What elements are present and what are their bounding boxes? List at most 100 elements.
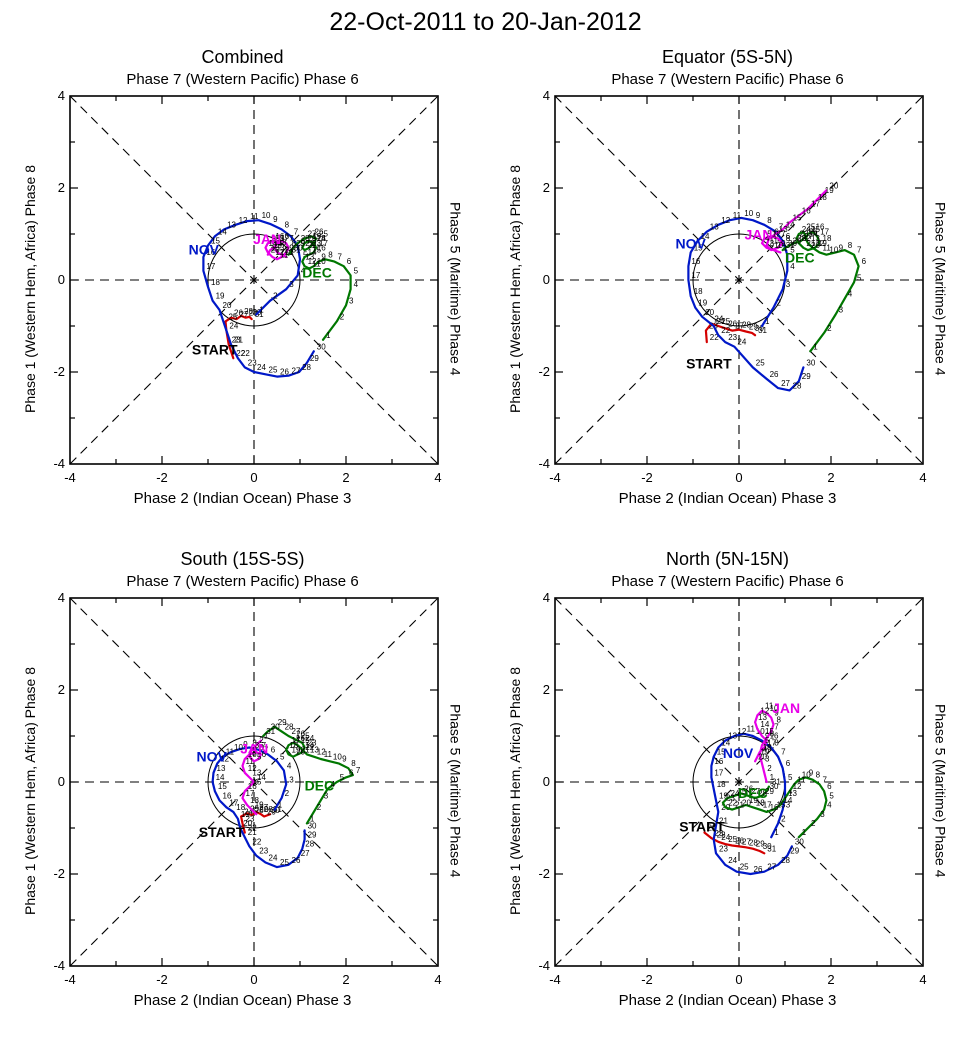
day-label: 3 xyxy=(349,296,354,305)
day-label: 8 xyxy=(328,250,333,259)
trajectory-dec xyxy=(286,235,352,341)
left-axis-label: Phase 1 (Western Hem, Africa) Phase 8 xyxy=(21,165,38,413)
day-label: 2 xyxy=(776,299,781,308)
day-label: 11 xyxy=(323,750,332,759)
day-label: 3 xyxy=(280,243,285,252)
day-label: 4 xyxy=(847,289,852,298)
day-label: 9 xyxy=(252,745,257,754)
day-label: 15 xyxy=(693,243,702,252)
day-label: 24 xyxy=(728,856,737,865)
top-axis-label: Phase 7 (Western Pacific) Phase 6 xyxy=(611,71,844,88)
day-label: 24 xyxy=(721,833,730,842)
day-label: 10 xyxy=(234,743,243,752)
day-label: 29 xyxy=(755,840,764,849)
day-label: 4 xyxy=(765,234,770,243)
day-label: 10 xyxy=(284,248,293,257)
day-label: 31 xyxy=(254,310,263,319)
day-label: 17 xyxy=(280,233,289,242)
day-label: 26 xyxy=(808,227,817,236)
day-label: 10 xyxy=(332,752,341,761)
day-label: 27 xyxy=(307,230,316,239)
day-label: 15 xyxy=(211,237,220,246)
day-label: 23 xyxy=(714,829,723,838)
unit-circle xyxy=(207,735,300,829)
label-dec: DEC xyxy=(304,777,334,793)
label-jan: JAN xyxy=(772,700,800,716)
day-label: 3 xyxy=(785,801,790,810)
day-label: 29 xyxy=(790,847,799,856)
day-label: 7 xyxy=(781,230,786,239)
y-tick-label: -4 xyxy=(538,958,550,973)
day-label: 27 xyxy=(291,727,300,736)
panel-south: South (15S-5S) Phase 7 (Western Pacific)… xyxy=(0,541,485,1009)
day-label: 9 xyxy=(342,755,347,764)
trajectory-nov xyxy=(709,732,793,876)
day-label: 3 xyxy=(765,755,770,764)
plot-row: Phase 1 (Western Hem, Africa) Phase 8 -4… xyxy=(20,590,466,992)
day-label: 4 xyxy=(286,762,291,771)
day-label: 11 xyxy=(822,243,831,252)
day-label: 5 xyxy=(765,736,770,745)
day-label: 27 xyxy=(751,787,760,796)
day-label: 9 xyxy=(781,239,786,248)
day-label: 16 xyxy=(714,757,723,766)
day-label: 22 xyxy=(716,831,725,840)
day-label: 10 xyxy=(774,241,783,250)
trajectory-dec xyxy=(781,230,860,353)
day-label: 4 xyxy=(790,262,795,271)
day-label: 8 xyxy=(291,239,296,248)
day-label: 6 xyxy=(774,227,779,236)
day-label: 15 xyxy=(217,782,226,791)
day-label: 18 xyxy=(693,287,702,296)
day-label: 11 xyxy=(225,748,234,757)
x-tick-label: 2 xyxy=(342,470,349,485)
day-label: 3 xyxy=(323,791,328,800)
day-label: 14 xyxy=(700,232,709,241)
day-label: 3 xyxy=(769,239,774,248)
day-label: 25 xyxy=(300,732,309,741)
day-label: 15 xyxy=(252,778,261,787)
day-label: 18 xyxy=(822,234,831,243)
day-label: 13 xyxy=(788,789,797,798)
y-tick-label: -4 xyxy=(53,456,65,471)
day-label: 8 xyxy=(847,241,852,250)
day-label: 20 xyxy=(829,181,838,190)
day-label: 12 xyxy=(316,748,325,757)
day-label: 3 xyxy=(254,741,259,750)
trajectory-jan xyxy=(240,739,262,816)
plot-row: Phase 1 (Western Hem, Africa) Phase 8 -4… xyxy=(505,590,951,992)
day-label: 18 xyxy=(211,278,220,287)
x-tick-label: 0 xyxy=(250,470,257,485)
day-label: 12 xyxy=(220,755,229,764)
day-label: 13 xyxy=(309,745,318,754)
day-label: 7 xyxy=(857,246,862,255)
day-label: 29 xyxy=(248,309,257,318)
panel-title: Combined xyxy=(201,47,284,67)
day-label: 6 xyxy=(349,768,354,777)
day-label: 20 xyxy=(811,241,820,250)
day-label: 23 xyxy=(245,814,254,823)
x-tick-label: -2 xyxy=(156,470,168,485)
day-label: 30 xyxy=(316,342,325,351)
day-label: 1 xyxy=(326,331,331,340)
day-label: 4 xyxy=(762,745,767,754)
day-label: 8 xyxy=(774,739,779,748)
day-label: 19 xyxy=(215,292,224,301)
trajectory-jan xyxy=(263,239,290,261)
day-label: 21 xyxy=(234,335,243,344)
day-label: 9 xyxy=(838,243,843,252)
day-label: 26 xyxy=(728,319,737,328)
x-tick-label: -4 xyxy=(549,972,561,987)
day-label: 26 xyxy=(280,368,289,377)
day-label: 28 xyxy=(748,838,757,847)
day-label: 22 xyxy=(240,349,249,358)
day-label: 1 xyxy=(769,773,774,782)
day-label: 20 xyxy=(243,819,252,828)
day-label: 1 xyxy=(263,732,268,741)
day-label: 23 xyxy=(728,333,737,342)
bottom-axis-label: Phase 2 (Indian Ocean) Phase 3 xyxy=(133,992,352,1009)
day-label: 14 xyxy=(307,248,316,257)
day-label: 15 xyxy=(300,736,309,745)
trajectory-jan xyxy=(760,189,827,254)
day-label: 6 xyxy=(785,232,790,241)
